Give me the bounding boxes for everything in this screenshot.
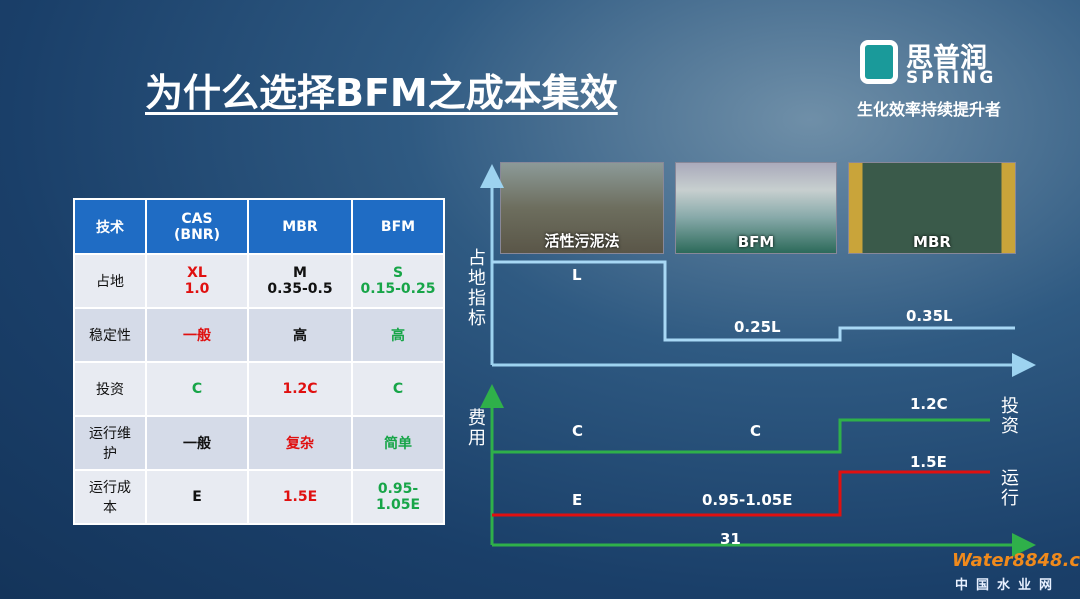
watermark: 中国水业网 <box>955 578 1061 593</box>
label: C <box>750 422 762 440</box>
cell: 高 <box>351 307 445 363</box>
cell: 一般 <box>145 415 249 471</box>
cell: 1.5E <box>247 469 353 525</box>
cell: 简单 <box>351 415 445 471</box>
table-row: 稳定性 一般高高 <box>73 307 445 363</box>
logo-brand: SPRING <box>906 68 997 88</box>
table-row: 运行维 护一般 复杂 简单 <box>73 415 445 471</box>
label: 1.2C <box>910 395 948 413</box>
table-row: 占地 XL 1.0 M 0.35-0.5 S 0.15-0.25 <box>73 253 445 309</box>
cell: 稳定性 <box>73 307 147 363</box>
watermark: Water8848.com <box>952 550 1080 571</box>
comparison-table: 技术 CAS (BNR) MBR BFM 占地 XL 1.0 M 0.35-0.5 S 0.1… <box>73 198 445 525</box>
cell: 高 <box>247 307 353 363</box>
cell: 0.95- 1.05E <box>351 469 445 525</box>
logo: 思普润 SPRING <box>860 40 1025 90</box>
label: 0.95-1.05E <box>702 491 793 509</box>
label: C <box>572 422 584 440</box>
footprint-line <box>492 260 1015 342</box>
label: 0.25L <box>734 318 781 336</box>
label: 0.35L <box>906 307 953 325</box>
header-cell: CAS (BNR) <box>145 198 249 255</box>
photo-caption: 活性污泥法 <box>544 232 620 250</box>
photo-caption: MBR <box>913 233 951 251</box>
cell: C <box>351 361 445 417</box>
cell: C <box>145 361 249 417</box>
cell: 占地 <box>73 253 147 309</box>
operation-line <box>492 470 990 517</box>
table-row: 投资 C 1.2C C <box>73 361 445 417</box>
logo-name: 思普润 <box>906 43 987 74</box>
label: E <box>572 491 583 509</box>
cell: M 0.35-0.5 <box>247 253 353 309</box>
photo: MBR <box>848 162 1016 254</box>
slogan: 生化效率持续提升者 <box>857 100 1002 119</box>
photo-caption: BFM <box>737 233 775 251</box>
table-row: 运行成 本 E 1.5E 0.95- 1.05E <box>73 469 445 525</box>
cell: 1.2C <box>247 361 353 417</box>
header-cell: BFM <box>351 198 445 255</box>
cell: E <box>145 469 249 525</box>
cell: 运行成 本 <box>73 469 147 525</box>
photo: BFM <box>675 162 837 254</box>
header-cell: MBR <box>247 198 353 255</box>
label: 31 <box>720 530 741 548</box>
label: L <box>572 266 582 284</box>
title: 为什么选择BFM之成本集效 <box>145 71 618 115</box>
label: 1.5E <box>910 453 947 471</box>
cell: XL 1.0 <box>145 253 249 309</box>
photo: 活性污泥法 <box>500 162 664 254</box>
cell: 运行维 护 <box>73 415 147 471</box>
axis-label: 费用 <box>465 408 486 448</box>
cell: 复杂 <box>247 415 353 471</box>
axis-label: 占地指标 <box>465 248 486 328</box>
cell: 一般 <box>145 307 249 363</box>
cell: S 0.15-0.25 <box>351 253 445 309</box>
header-cell: 技术 <box>73 198 147 255</box>
series-name: 运行 <box>998 468 1019 508</box>
investment-line <box>492 418 990 454</box>
series-name: 投资 <box>998 396 1019 436</box>
cell: 投资 <box>73 361 147 417</box>
